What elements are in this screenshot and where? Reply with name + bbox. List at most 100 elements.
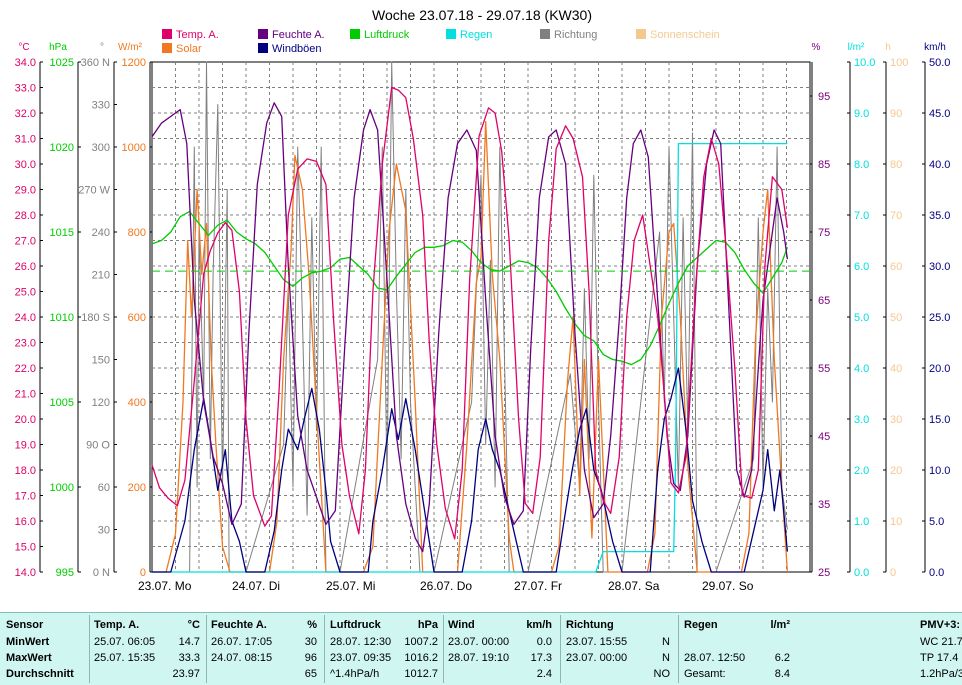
chart-axes: °C 14.0 15.0 16.0 17.0 18.0 19.0 20.0 21.0 22.0 23…	[15, 42, 951, 579]
legend-swatch	[636, 29, 646, 39]
press-min-value: 1007.2	[404, 636, 438, 648]
axis-tick-label: 15.0	[929, 414, 950, 426]
axis-tick-label: 80	[890, 159, 902, 171]
wind-min-value: 0.0	[536, 636, 552, 648]
axis-tick-label: 17.0	[15, 491, 36, 503]
hum-max-value: 96	[304, 652, 317, 664]
x-axis-label: 27.07. Fr	[514, 579, 562, 593]
stats-label-column: Sensor MinWert MaxWert Durchschnitt	[0, 613, 88, 685]
legend-swatch	[258, 43, 268, 53]
axis-tick-label: 21.0	[15, 389, 36, 401]
legend-label: Solar	[176, 43, 202, 55]
chart-title: Woche 23.07.18 - 29.07.18 (KW30)	[372, 7, 592, 23]
pmv-trend: 1.2hPa/3	[920, 668, 962, 680]
chart-grid	[152, 62, 810, 572]
stats-pressure-column: Luftdruck hPa 28.07. 12:30 1007.2 23.07. 0…	[330, 613, 442, 685]
axis-tick-label: 0.0	[929, 567, 944, 579]
axis-tick-label: 19.0	[15, 440, 36, 452]
axis-tick-label: 95	[818, 91, 830, 103]
axis-tick-label: 23.0	[15, 338, 36, 350]
axis-tick-label: 35.0	[929, 210, 950, 222]
axis-tick-label: 33.0	[15, 83, 36, 95]
wind-min-time: 23.07. 00:00	[448, 636, 510, 648]
axis-tick-label: 270 W	[78, 185, 110, 197]
stats-header-pmv: PMV+3:	[920, 619, 961, 631]
axis-tick-label: 25.0	[929, 312, 950, 324]
temp-avg-value: 23.97	[172, 668, 200, 680]
axis-unit-temp: °C	[18, 42, 29, 53]
rain-total-value: 8.4	[774, 668, 790, 680]
axis-tick-label: 14.0	[15, 567, 36, 579]
legend-swatch	[162, 29, 172, 39]
axis-tick-label: 1010	[50, 312, 74, 324]
stats-header-temp: Temp. A.	[94, 619, 140, 631]
axis-tick-label: 4.0	[854, 363, 869, 375]
press-min-time: 28.07. 12:30	[330, 636, 392, 648]
axis-tick-label: 10.0	[854, 57, 875, 69]
series-regen	[152, 142, 788, 573]
axis-tick-label: 100	[890, 57, 908, 69]
axis-tick-label: 7.0	[854, 210, 869, 222]
axis-tick-label: 20.0	[15, 414, 36, 426]
x-axis-label: 24.07. Di	[232, 579, 280, 593]
legend-swatch	[162, 43, 172, 53]
temp-min-value: 14.7	[178, 636, 200, 648]
axis-tick-label: 75	[818, 227, 830, 239]
rain-total-label: Gesamt:	[684, 668, 726, 680]
axis-tick-label: 50	[890, 312, 902, 324]
axis-tick-label: 30	[98, 525, 110, 537]
axis-tick-label: 0	[140, 567, 146, 579]
stats-header-pressure: Luftdruck	[330, 619, 381, 631]
dir-min-value: N	[662, 636, 670, 648]
axis-tick-label: 6.0	[854, 261, 869, 273]
axis-tick-label: 30.0	[15, 159, 36, 171]
stats-unit-pressure: hPa	[417, 619, 438, 631]
stats-unit-humidity: %	[307, 619, 317, 631]
axis-tick-label: 90 O	[86, 440, 110, 452]
axis-unit-pressure: hPa	[49, 42, 67, 53]
axis-tick-label: 85	[818, 159, 830, 171]
hum-min-time: 26.07. 17:05	[211, 636, 273, 648]
axis-tick-label: 0	[890, 567, 896, 579]
legend-label: Feuchte A.	[272, 29, 325, 41]
series-temp-a	[151, 86, 789, 540]
axis-tick-label: 45.0	[929, 108, 950, 120]
axis-tick-label: 150	[92, 355, 110, 367]
chart-legend: Temp. A. Feuchte A. Luftdruck Regen Richtung…	[162, 29, 720, 55]
x-axis-label: 29.07. So	[702, 579, 754, 593]
dir-min-time: 23.07. 15:55	[566, 636, 628, 648]
stats-unit-wind: km/h	[526, 619, 552, 631]
temp-max-time: 25.07. 15:35	[94, 652, 156, 664]
stats-header-wind: Wind	[448, 619, 475, 631]
axis-tick-label: 70	[890, 210, 902, 222]
axis-tick-label: 31.0	[15, 134, 36, 146]
axis-tick-label: 26.0	[15, 261, 36, 273]
axis-tick-label: 27.0	[15, 236, 36, 248]
axis-tick-label: 55	[818, 363, 830, 375]
axis-tick-label: 300	[92, 142, 110, 154]
legend-swatch	[350, 29, 360, 39]
stats-unit-temp: °C	[187, 619, 200, 631]
axis-tick-label: 20	[890, 465, 902, 477]
hum-min-value: 30	[304, 636, 317, 648]
legend-swatch	[258, 29, 268, 39]
pmv-wc: WC 21.7	[920, 636, 962, 648]
x-axis-labels: 23.07. Mo 24.07. Di 25.07. Mi 26.07. Do 27.0…	[138, 579, 754, 593]
axis-tick-label: 120	[92, 397, 110, 409]
stats-header-rain: Regen	[684, 619, 718, 631]
rain-max-time: 28.07. 12:50	[684, 652, 746, 664]
dir-avg-value: NO	[653, 668, 671, 680]
dir-max-time: 23.07. 00:00	[566, 652, 628, 664]
axis-tick-label: 1000	[122, 142, 146, 154]
axis-tick-label: 20.0	[929, 363, 950, 375]
legend-label: Regen	[460, 29, 492, 41]
axis-unit-rain: l/m²	[848, 42, 865, 53]
temp-min-time: 25.07. 06:05	[94, 636, 156, 648]
x-axis-label: 25.07. Mi	[326, 579, 375, 593]
axis-tick-label: 50.0	[929, 57, 950, 69]
axis-unit-wind: km/h	[924, 42, 946, 53]
axis-tick-label: 0 N	[93, 567, 110, 579]
axis-tick-label: 0.0	[854, 567, 869, 579]
x-axis-label: 28.07. Sa	[608, 579, 660, 593]
series-windb-en	[152, 367, 789, 573]
